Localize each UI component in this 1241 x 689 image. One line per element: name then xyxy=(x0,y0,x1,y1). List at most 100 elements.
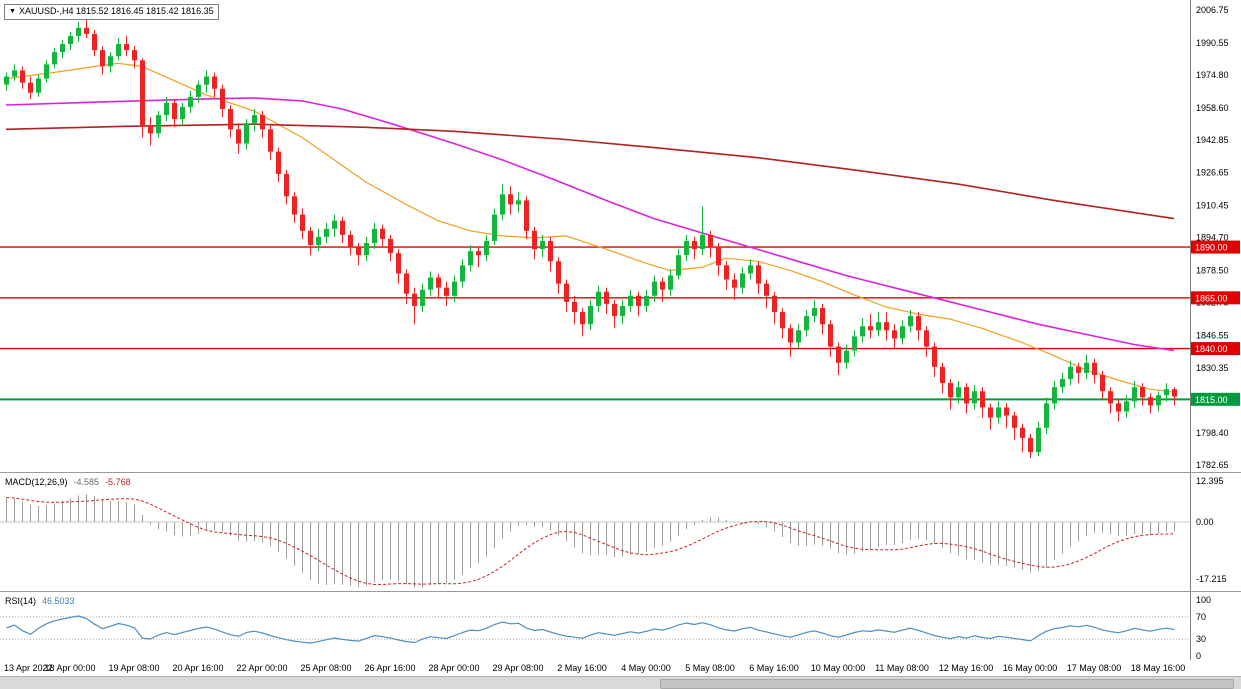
candle-down xyxy=(348,234,353,248)
candle-down xyxy=(532,230,537,250)
candle-up xyxy=(60,44,65,53)
candle-down xyxy=(172,102,177,120)
horizontal-scrollbar[interactable] xyxy=(0,676,1241,689)
candle-up xyxy=(4,76,9,85)
candle-down xyxy=(940,366,945,384)
time-axis[interactable]: 13 Apr 2022 18 Apr 00:00 19 Apr 08:00 20 Ap… xyxy=(0,660,1241,676)
candle-up xyxy=(12,70,17,77)
candle-down xyxy=(636,295,641,306)
candle-up xyxy=(652,281,657,296)
candle-up xyxy=(1132,387,1137,402)
time-label: 5 May 08:00 xyxy=(685,663,735,673)
candle-down xyxy=(836,346,841,363)
time-label: 13 Apr 2022 xyxy=(4,663,53,673)
candle-up xyxy=(180,106,185,120)
candle-up xyxy=(316,236,321,246)
candle-up xyxy=(588,305,593,325)
macd-tick-label: -17.215 xyxy=(1196,574,1227,584)
macd-signal-line xyxy=(6,497,1175,585)
macd-chart[interactable]: 12.395 0.00 -17.215 xyxy=(0,473,1241,591)
price-axis[interactable] xyxy=(1191,0,1241,660)
main-chart-panel[interactable]: 2006.75 1990.55 1974.80 1958.60 1942.85 1926.… xyxy=(0,0,1241,472)
time-label: 29 Apr 08:00 xyxy=(492,663,544,673)
rsi-tick-label: 30 xyxy=(1196,634,1206,644)
candle-down xyxy=(444,287,449,296)
candle-down xyxy=(964,387,969,404)
candle-down xyxy=(716,247,721,266)
candle-up xyxy=(668,275,673,290)
candle-up xyxy=(1068,366,1073,380)
candle-down xyxy=(556,261,561,284)
candle-down xyxy=(924,330,929,347)
price-tick-label: 1830.35 xyxy=(1196,363,1229,373)
candle-down xyxy=(148,125,153,134)
candle-down xyxy=(1020,427,1025,438)
macd-indicator-panel[interactable]: 12.395 0.00 -17.215 MACD(12,26,9) -4.585 -5.… xyxy=(0,472,1241,591)
macd-tick-label: 0.00 xyxy=(1196,517,1214,527)
candle-down xyxy=(1172,389,1177,397)
candle-down xyxy=(356,247,361,256)
candle-down xyxy=(1012,415,1017,428)
candle-up xyxy=(52,52,57,65)
candle-up xyxy=(852,336,857,351)
candle-up xyxy=(628,295,633,306)
rsi-chart[interactable]: 100 70 30 0 xyxy=(0,592,1241,660)
price-tick-label: 2006.75 xyxy=(1196,5,1229,15)
price-tag-1815.00 xyxy=(1191,392,1240,406)
scrollbar-thumb[interactable] xyxy=(660,679,1234,689)
candle-down xyxy=(892,330,897,339)
candle-down xyxy=(396,253,401,274)
macd-label: MACD(12,26,9) -4.585 -5.768 xyxy=(5,476,131,489)
candle-up xyxy=(900,326,905,339)
candle-down xyxy=(84,27,89,34)
candle-up xyxy=(1052,387,1057,404)
time-label: 2 May 16:00 xyxy=(557,663,607,673)
candle-down xyxy=(308,230,313,246)
candle-up xyxy=(500,194,505,215)
macd-tick-label: 12.395 xyxy=(1196,476,1224,486)
time-label: 25 Apr 08:00 xyxy=(300,663,352,673)
candle-up xyxy=(364,243,369,256)
candle-up xyxy=(516,200,521,205)
candle-up xyxy=(428,277,433,290)
rsi-label: RSI(14) 46.5033 xyxy=(5,595,75,608)
price-tag-1840.00 xyxy=(1191,342,1240,356)
candle-up xyxy=(1036,427,1041,453)
candle-up xyxy=(324,228,329,237)
price-tick-label: 1878.50 xyxy=(1196,265,1229,275)
symbol-ohlc-label: ▼ XAUUSD-,H4 1815.52 1816.45 1815.42 1816… xyxy=(4,4,219,20)
candle-down xyxy=(732,279,737,288)
candlestick-chart[interactable]: 2006.75 1990.55 1974.80 1958.60 1942.85 1926.… xyxy=(0,0,1241,472)
candle-up xyxy=(644,295,649,306)
price-tick-label: 1846.55 xyxy=(1196,330,1229,340)
chevron-down-icon[interactable]: ▼ xyxy=(9,8,16,15)
candle-up xyxy=(252,115,257,124)
time-label: 19 Apr 08:00 xyxy=(108,663,160,673)
price-tag-text: 1865.00 xyxy=(1195,293,1228,303)
price-tick-label: 1894.70 xyxy=(1196,233,1229,243)
candle-down xyxy=(236,129,241,144)
price-tick-label: 1782.65 xyxy=(1196,460,1229,470)
candle-up xyxy=(44,64,49,79)
candle-up xyxy=(860,326,865,337)
candle-down xyxy=(780,312,785,329)
candle-down xyxy=(660,281,665,290)
candle-down xyxy=(764,283,769,296)
candle-up xyxy=(908,316,913,327)
candle-down xyxy=(756,265,761,284)
candle-up xyxy=(68,35,73,45)
candle-up xyxy=(700,234,705,250)
time-label: 28 Apr 00:00 xyxy=(428,663,480,673)
candle-down xyxy=(404,273,409,294)
candle-down xyxy=(564,283,569,302)
candle-up xyxy=(332,220,337,229)
time-label: 18 Apr 00:00 xyxy=(44,663,96,673)
candle-up xyxy=(972,391,977,404)
candle-down xyxy=(212,76,217,89)
candle-up xyxy=(1060,379,1065,388)
rsi-indicator-panel[interactable]: 100 70 30 0 RSI(14) 46.5033 xyxy=(0,591,1241,660)
candle-up xyxy=(748,265,753,274)
candle-up xyxy=(188,96,193,107)
candle-down xyxy=(548,240,553,262)
macd-signal-value: -5.768 xyxy=(105,477,131,487)
